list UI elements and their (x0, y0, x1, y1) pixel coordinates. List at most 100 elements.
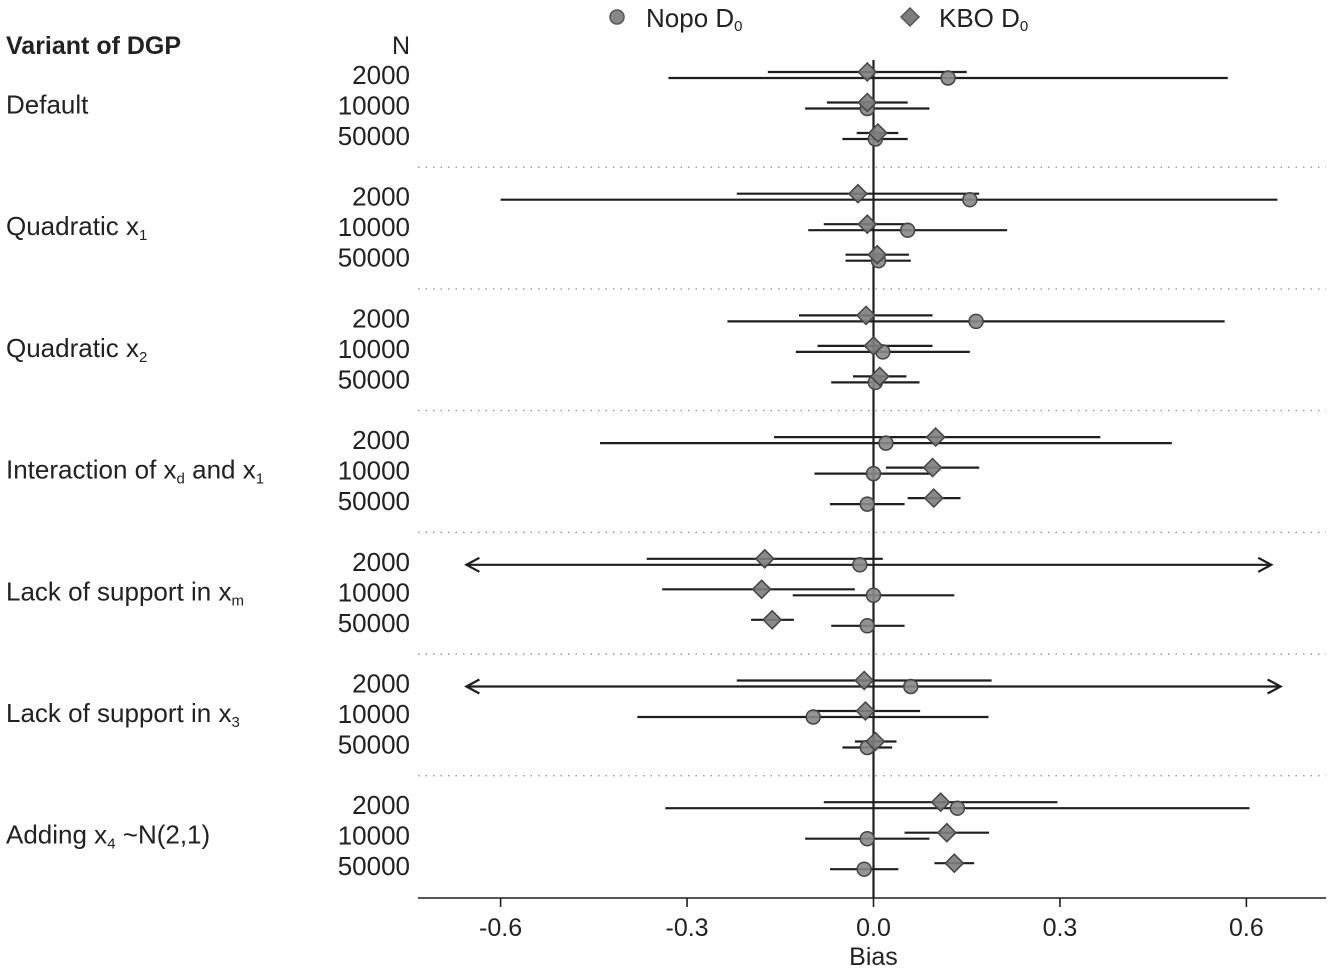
nopo-estimate-point (968, 313, 984, 330)
group-label-text: Quadratic x (6, 333, 139, 363)
legend-diamond-marker (899, 6, 921, 28)
n-label: 10000 (338, 334, 410, 364)
x-tick-label: 0.3 (1043, 914, 1078, 942)
kbo-estimate-point (762, 609, 783, 630)
x-tick-label: 0.6 (1229, 914, 1264, 942)
kbo-estimate-point (751, 579, 772, 600)
n-label: 10000 (338, 821, 410, 851)
x-tick-label: 0.0 (856, 914, 891, 942)
x-axis-title: Bias (849, 943, 898, 971)
legend-label-text: KBO D (939, 3, 1020, 33)
nopo-estimate-point (903, 678, 919, 695)
legend-label: Nopo D0 (646, 3, 743, 35)
n-label: 50000 (338, 364, 410, 394)
n-label: 50000 (338, 730, 410, 760)
legend-circle-marker (609, 9, 625, 25)
n-label: 2000 (352, 669, 410, 699)
nopo-estimate-point (865, 465, 882, 482)
n-label: 10000 (338, 212, 410, 242)
group-label-text: Quadratic x (6, 211, 139, 241)
kbo-estimate-point (867, 122, 888, 144)
group-label: Adding x4 ~N(2,1) (6, 820, 210, 853)
nopo-estimate-point (852, 557, 868, 573)
kbo-estimate-point (855, 700, 876, 722)
kbo-estimate-point (855, 305, 877, 326)
group-label-subscript: 1 (139, 227, 147, 244)
nopo-estimate-point (859, 618, 876, 634)
kbo-estimate-point (863, 335, 884, 356)
group-label-subscript: 4 (107, 836, 115, 853)
column-headers: Variant of DGP N (6, 32, 410, 60)
legend-label: KBO D0 (939, 3, 1028, 35)
n-label: 2000 (352, 182, 410, 212)
n-label: 2000 (352, 60, 410, 90)
kbo-estimate-point (854, 670, 875, 691)
kbo-estimate-point (869, 366, 890, 387)
n-label: 2000 (352, 303, 410, 333)
legend-label-text: Nopo D (646, 3, 734, 33)
point-estimates (751, 61, 984, 877)
group-label-text: Lack of support in x (6, 576, 231, 606)
legend-entry-diamond: KBO D0 (899, 3, 1028, 35)
n-label: 2000 (352, 547, 410, 577)
group-label: Lack of support in x3 (6, 698, 240, 731)
n-header: N (392, 32, 410, 60)
group-label-subscript: 3 (231, 714, 239, 731)
group-label-subscript: m (231, 592, 244, 609)
n-label: 2000 (352, 790, 410, 820)
nopo-estimate-point (805, 709, 821, 725)
n-label: 50000 (338, 121, 410, 151)
nopo-estimate-point (899, 222, 916, 238)
group-label: Quadratic x1 (6, 211, 147, 244)
kbo-estimate-point (754, 548, 775, 569)
group-label: Lack of support in xm (6, 576, 244, 609)
n-label: 50000 (338, 608, 410, 638)
nopo-interval-arrow-right (1257, 556, 1274, 573)
nopo-estimate-point (962, 191, 978, 208)
kbo-estimate-point (936, 822, 957, 843)
kbo-estimate-point (944, 853, 965, 874)
nopo-estimate-point (865, 587, 882, 604)
nopo-interval-arrow-left (464, 556, 480, 573)
n-label: 50000 (338, 486, 410, 516)
kbo-estimate-point (857, 92, 878, 113)
n-label: 10000 (338, 699, 410, 729)
legend-label-subscript: 0 (1020, 18, 1028, 35)
group-label: Quadratic x2 (6, 333, 147, 366)
n-label: 10000 (338, 456, 410, 486)
nopo-estimate-point (940, 70, 956, 86)
legend-label-subscript: 0 (734, 18, 742, 35)
x-tick-label: -0.6 (479, 914, 522, 942)
group-label-subscript: d (177, 471, 185, 488)
n-label: 10000 (338, 577, 410, 607)
nopo-estimate-point (878, 435, 894, 451)
group-separators (418, 166, 1326, 777)
nopo-interval-arrow-right (1267, 678, 1283, 695)
kbo-estimate-point (922, 457, 943, 478)
group-label-text: Default (6, 90, 89, 120)
nopo-estimate-point (949, 800, 966, 816)
kbo-estimate-point (857, 61, 878, 83)
group-label-text: Adding x (6, 820, 107, 850)
group-label-suffix: and x (185, 455, 256, 485)
legend-entry-circle: Nopo D0 (609, 3, 743, 35)
group-header: Variant of DGP (6, 32, 181, 60)
group-label: Interaction of xd and x1 (6, 455, 264, 488)
kbo-estimate-point (930, 792, 951, 813)
x-tick-label: -0.3 (666, 914, 709, 942)
group-label-suffix: ~N(2,1) (116, 820, 211, 850)
nopo-interval-arrow-left (464, 678, 480, 695)
group-label-text: Interaction of x (6, 455, 177, 485)
kbo-estimate-point (867, 244, 888, 265)
group-label: Default (6, 90, 89, 120)
n-label: 50000 (338, 851, 410, 881)
nopo-estimate-point (856, 861, 872, 877)
kbo-estimate-point (923, 488, 944, 509)
n-label: 2000 (352, 425, 410, 455)
group-label-subscript: 2 (139, 349, 147, 366)
kbo-estimate-point (925, 427, 946, 448)
kbo-estimate-point (847, 183, 869, 204)
n-label: 10000 (338, 91, 410, 121)
kbo-estimate-point (865, 731, 886, 752)
